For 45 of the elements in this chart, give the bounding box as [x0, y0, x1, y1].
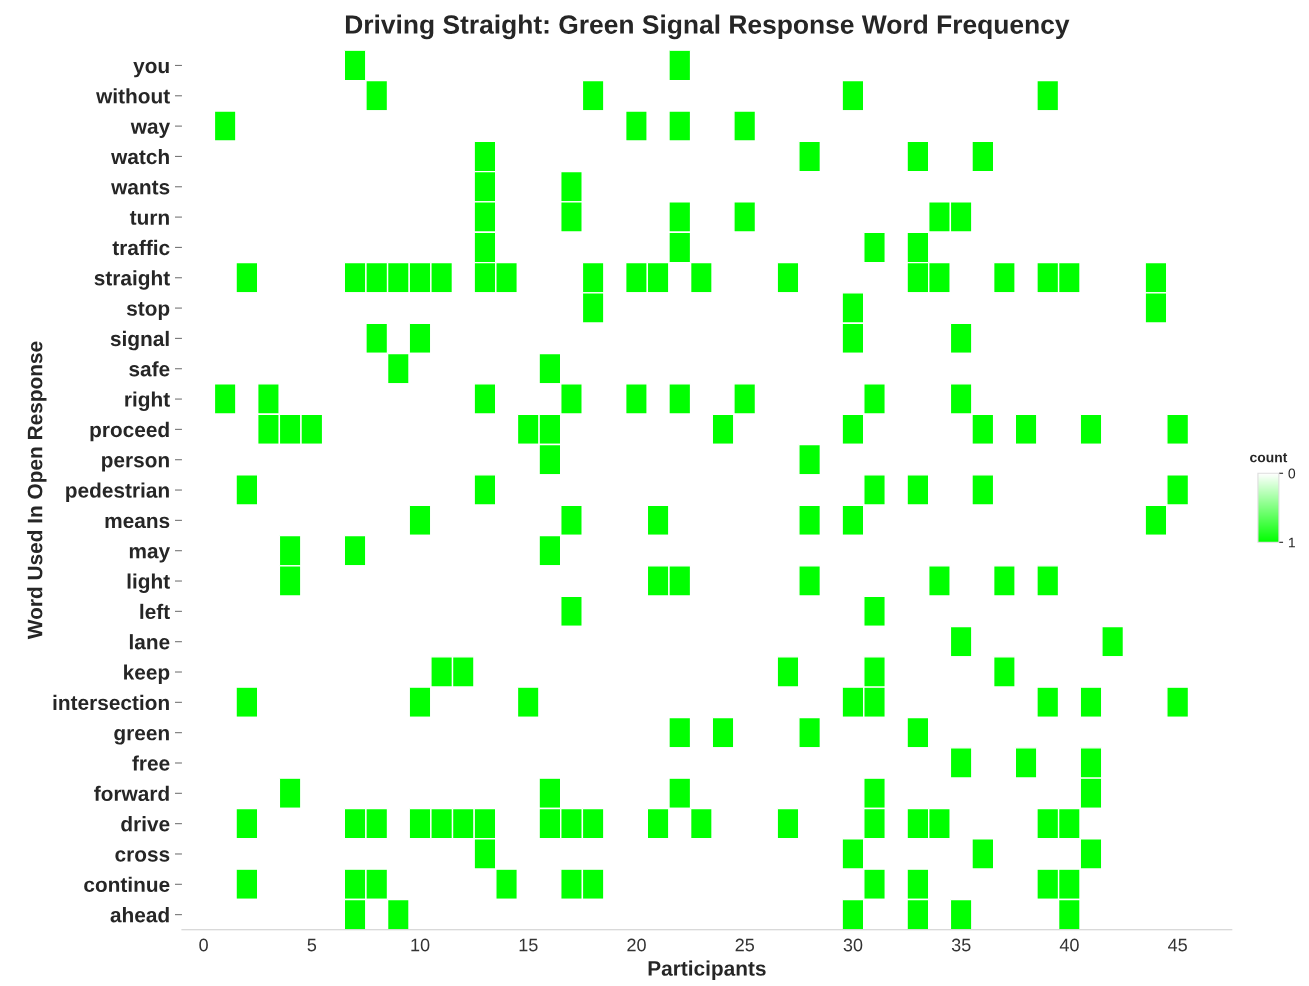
color-bar-title: count [1250, 453, 1288, 463]
y-tick-label: lane [129, 634, 170, 650]
y-tick-label: free [132, 755, 170, 771]
y-tick-label: without [96, 88, 170, 104]
y-tick-label: you [133, 61, 169, 78]
y-tick-label: signal [110, 330, 169, 351]
y-tick-label: traffic [112, 239, 170, 256]
y-tick-label: straight [94, 270, 170, 290]
y-tick-label: pedestrian [66, 482, 169, 502]
y-tick-label: proceed [90, 421, 169, 442]
x-tick-label: 45 [1168, 938, 1187, 952]
x-tick-label: 15 [519, 938, 538, 952]
y-tick-label: forward [94, 785, 169, 802]
y-tick-label: left [140, 603, 170, 620]
x-tick-label: 5 [307, 938, 317, 952]
y-tick-label: watch [111, 148, 169, 165]
y-tick-label: person [102, 456, 169, 472]
x-tick-label: 40 [1059, 938, 1079, 952]
y-tick-label: way [130, 122, 171, 138]
y-tick-label: stop [126, 302, 170, 320]
y-tick-label: safe [129, 361, 170, 377]
y-tick-label: means [105, 516, 170, 529]
y-tick-label: green [114, 728, 169, 745]
y-tick-label: turn [129, 211, 169, 225]
color-bar-label: 1 [1288, 537, 1295, 548]
x-tick-label: 25 [735, 938, 755, 952]
y-tick-label: wants [111, 180, 170, 195]
y-axis-title: Word Used In Open Response [27, 341, 47, 640]
y-tick-label: intersection [53, 694, 169, 711]
x-tick-label: 35 [951, 938, 971, 952]
x-tick-label: 0 [199, 938, 208, 952]
y-tick-label: right [125, 391, 170, 412]
y-tick-label: continue [84, 876, 170, 893]
y-tick-label: may [129, 547, 171, 563]
y-tick-label: ahead [110, 907, 169, 923]
y-tick-label: light [127, 573, 170, 593]
x-tick-label: 10 [411, 938, 430, 952]
y-tick-label: cross [115, 850, 170, 862]
x-tick-label: 20 [627, 938, 646, 952]
chart-title: Driving Straight: Green Signal Response Word Frequency [345, 14, 1070, 40]
y-tick-label: drive [121, 816, 170, 832]
y-tick-label: keep [124, 664, 170, 684]
color-bar-label: 0 [1288, 468, 1296, 479]
x-tick-label: 30 [843, 938, 863, 952]
x-axis-title: Participants [648, 960, 766, 980]
